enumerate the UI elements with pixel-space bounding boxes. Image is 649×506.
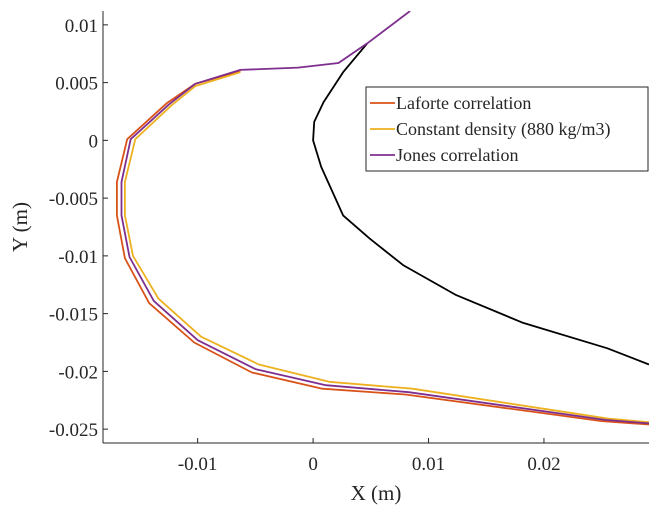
x-tick-label: 0.02 xyxy=(527,454,560,475)
legend-label: Laforte correlation xyxy=(396,93,531,113)
legend: Laforte correlation Constant density (880… xyxy=(365,86,649,172)
y-tick-label: 0 xyxy=(89,131,99,152)
y-tick-label: -0.015 xyxy=(49,305,98,326)
y-tick-label: 0.01 xyxy=(65,16,98,37)
legend-label: Jones correlation xyxy=(396,145,518,165)
legend-label: Constant density (880 kg/m3) xyxy=(396,119,611,140)
series-layer xyxy=(116,11,649,426)
y-tick-label: -0.025 xyxy=(49,420,98,441)
x-tick-label: 0.01 xyxy=(412,454,445,475)
series-line-laforte xyxy=(116,70,649,426)
x-tick-label: -0.01 xyxy=(178,454,218,475)
plot-area xyxy=(103,11,649,443)
series-line-jones xyxy=(120,11,649,425)
y-axis-title: Y (m) xyxy=(8,202,32,252)
series-line-constant xyxy=(124,71,649,424)
y-tick-label: -0.005 xyxy=(49,189,98,210)
x-axis-title: X (m) xyxy=(351,481,402,505)
y-tick-label: -0.01 xyxy=(58,247,98,268)
legend-box xyxy=(365,86,649,172)
series-line-unlabeled xyxy=(312,42,649,366)
axes-layer: -0.01 0 0.01 0.02 0.01 0.005 0 -0.005 -0.01 -0.01… xyxy=(49,11,649,475)
y-tick-label: 0.005 xyxy=(55,74,98,95)
x-tick-label: 0 xyxy=(308,454,318,475)
y-tick-label: -0.02 xyxy=(58,362,98,383)
